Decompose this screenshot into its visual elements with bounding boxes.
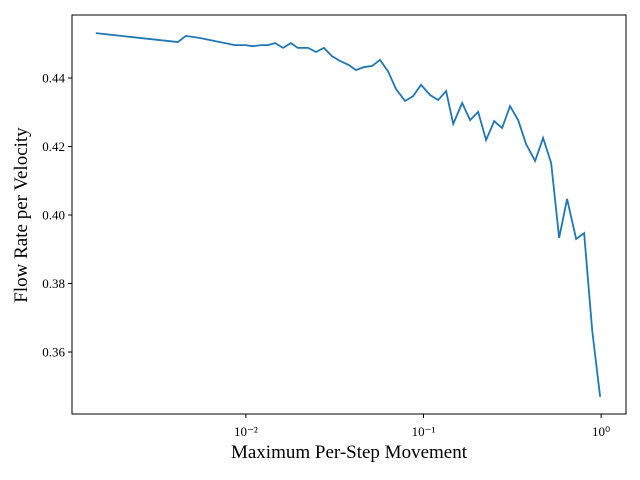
y-tick-label: 0.36 <box>42 345 65 360</box>
y-axis-label: Flow Rate per Velocity <box>11 127 32 303</box>
y-tick-label: 0.38 <box>42 276 65 291</box>
y-tick-label: 0.40 <box>42 208 65 223</box>
plot-frame <box>71 14 627 415</box>
x-axis-label: Maximum Per-Step Movement <box>231 442 468 463</box>
x-tick-label: 10⁻² <box>234 424 258 439</box>
y-tick-label: 0.44 <box>42 71 65 86</box>
y-tick-label: 0.42 <box>42 139 65 154</box>
data-line <box>95 32 602 397</box>
x-tick-label: 10⁻¹ <box>412 424 436 439</box>
x-tick-label: 10⁰ <box>592 424 610 439</box>
